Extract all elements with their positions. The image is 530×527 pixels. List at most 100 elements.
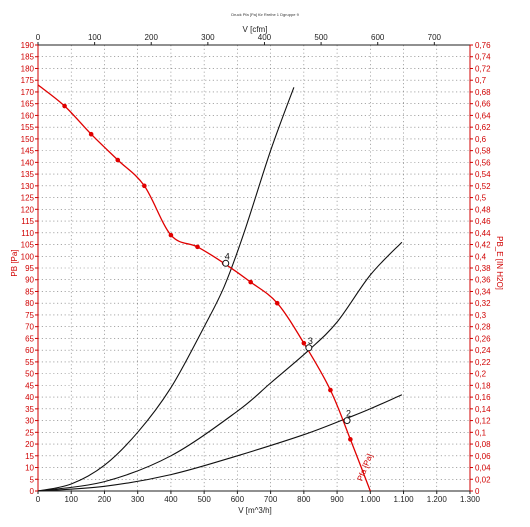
series-group [37, 84, 371, 492]
y-left-tick-label: 10 [25, 464, 34, 473]
y-left-tick-label: 65 [25, 334, 34, 343]
y-left-tick-label: 70 [25, 323, 34, 332]
series-point [348, 437, 353, 442]
y-right-tick-label: 0,38 [475, 264, 491, 273]
y-right-tick-label: 0,72 [475, 64, 491, 73]
series-point [168, 232, 174, 238]
x-bottom-tick-label: 600 [231, 495, 245, 504]
y-right-tick-label: 0,2 [475, 370, 487, 379]
y-left-tick-label: 155 [21, 123, 35, 132]
y-right-tick-label: 0 [475, 487, 480, 496]
y-right-tick-label: 0,4 [475, 252, 487, 261]
y-right-tick-label: 0,42 [475, 241, 491, 250]
y-left-tick-label: 190 [21, 41, 35, 50]
y-right-tick-label: 0,66 [475, 100, 491, 109]
x-bottom-tick-label: 500 [197, 495, 211, 504]
y-left-axis-title: PB [Pa] [10, 249, 19, 276]
y-right-tick-label: 0,46 [475, 217, 491, 226]
operating-point-marker [305, 344, 313, 352]
y-right-tick-label: 0,14 [475, 405, 491, 414]
x-bottom-tick-label: 100 [65, 495, 79, 504]
y-right-tick-label: 0,26 [475, 334, 491, 343]
operating-point-marker [222, 259, 230, 267]
y-left-tick-label: 100 [21, 252, 35, 261]
y-left-tick-label: 95 [25, 264, 34, 273]
system-curve-2 [37, 241, 403, 492]
y-left-tick-label: 75 [25, 311, 34, 320]
series-point [301, 340, 307, 346]
y-left-tick-label: 35 [25, 405, 34, 414]
x-bottom-tick-label: 0 [36, 495, 41, 504]
x-bottom-tick-label: 400 [164, 495, 178, 504]
grid [38, 45, 470, 491]
series-point [142, 183, 147, 189]
y-right-tick-label: 0,3 [475, 311, 487, 320]
y-left-tick-label: 145 [21, 147, 35, 156]
y-right-tick-label: 0,36 [475, 276, 491, 285]
y-right-tick-label: 0,04 [475, 464, 491, 473]
y-right-tick-label: 0,5 [475, 194, 487, 203]
x-bottom-tick-label: 1.100 [394, 495, 415, 504]
y-left-tick-label: 80 [25, 299, 34, 308]
y-left-tick-label: 0 [30, 487, 35, 496]
y-right-axis-title: PB_E [IN H2O] [495, 236, 504, 290]
y-right-tick-label: 0,62 [475, 123, 491, 132]
series-point [88, 131, 94, 137]
y-right-tick-label: 0,16 [475, 393, 491, 402]
y-left-tick-label: 140 [21, 158, 35, 167]
y-left-tick-label: 20 [25, 440, 34, 449]
system-curve-1 [37, 87, 295, 492]
operating-point-label: 4 [225, 251, 230, 261]
x-top-tick-label: 300 [201, 33, 215, 42]
series-point [62, 103, 67, 109]
y-left-tick-label: 15 [25, 452, 34, 461]
series-point [274, 300, 280, 306]
y-right-tick-label: 0,44 [475, 229, 491, 238]
y-left-tick-label: 40 [25, 393, 34, 402]
y-right-tick-label: 0,74 [475, 53, 491, 62]
y-right-tick-label: 0,68 [475, 88, 491, 97]
x-top-tick-label: 0 [36, 33, 41, 42]
x-top-axis-title: V [cfm] [243, 25, 268, 34]
series-point [248, 279, 253, 285]
y-left-tick-label: 85 [25, 287, 34, 296]
x-bottom-ticks: 0 100 200 300 400 500 600 700 800 900 1.000 1.100 1.… [36, 491, 481, 504]
y-right-ticks: 0 0,02 0,04 0,06 0,08 0,1 0,12 0,14 0,16 0,18 0,2 0… [470, 41, 491, 496]
y-right-tick-label: 0,08 [475, 440, 491, 449]
x-bottom-tick-label: 1.000 [360, 495, 381, 504]
y-right-tick-label: 0,56 [475, 158, 491, 167]
y-left-tick-label: 5 [30, 475, 35, 484]
y-right-tick-label: 0,28 [475, 323, 491, 332]
series-point [115, 157, 121, 163]
y-left-tick-label: 185 [21, 53, 35, 62]
operating-point-label: 3 [308, 336, 313, 346]
series-point [328, 387, 333, 393]
y-left-tick-label: 150 [21, 135, 35, 144]
y-right-tick-label: 0,7 [475, 76, 487, 85]
y-left-ticks: 0 5 10 15 20 25 30 35 40 45 50 55 60 65 70 75 80 85 90 95 10… [21, 41, 38, 496]
y-left-tick-label: 115 [21, 217, 34, 226]
operating-point-label: 2 [346, 409, 351, 419]
y-left-tick-label: 160 [21, 111, 35, 120]
y-left-tick-label: 90 [25, 276, 34, 285]
y-right-tick-label: 0,54 [475, 170, 491, 179]
y-left-tick-label: 55 [25, 358, 34, 367]
operating-point-marker [343, 417, 351, 425]
chart-title: Druck Pfa [Pa] für Rreihe 1 Dgruppe 9 [231, 12, 299, 17]
x-bottom-tick-label: 200 [98, 495, 112, 504]
y-right-tick-label: 0,24 [475, 346, 491, 355]
y-right-tick-label: 0,02 [475, 475, 491, 484]
operating-points: 4 3 2 [222, 251, 351, 425]
y-right-tick-label: 0,1 [475, 428, 487, 437]
x-bottom-tick-label: 300 [131, 495, 145, 504]
y-left-tick-label: 45 [25, 381, 34, 390]
x-bottom-tick-label: 1.200 [427, 495, 448, 504]
y-left-tick-label: 175 [21, 76, 35, 85]
y-right-tick-label: 0,18 [475, 381, 491, 390]
x-top-tick-label: 200 [145, 33, 159, 42]
x-top-tick-label: 500 [314, 33, 328, 42]
x-top-tick-label: 100 [88, 33, 102, 42]
y-right-tick-label: 0,58 [475, 147, 491, 156]
system-curve-3 [37, 394, 403, 492]
y-left-tick-label: 50 [25, 370, 34, 379]
